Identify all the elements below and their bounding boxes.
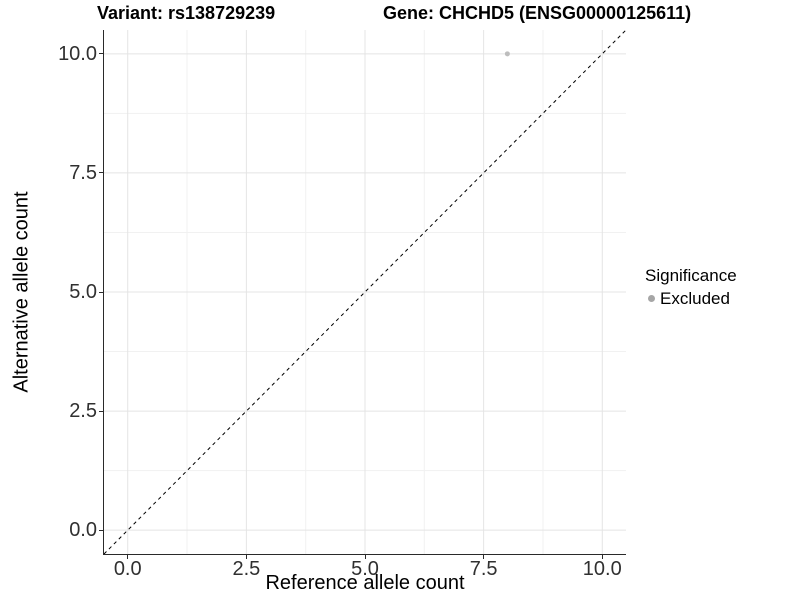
y-tick-label: 5.0 (69, 281, 97, 303)
x-tick-label: 5.0 (351, 558, 379, 580)
legend-entry-excluded: Excluded (645, 289, 737, 308)
x-tick-mark (127, 555, 129, 559)
legend-entry-label: Excluded (660, 289, 730, 308)
y-axis-line (103, 30, 104, 555)
x-tick-mark (601, 555, 603, 559)
x-tick-mark (483, 555, 485, 559)
plot-title-variant: Variant: rs138729239 (97, 3, 276, 23)
y-tick-label: 0.0 (69, 519, 97, 542)
legend: Significance Excluded (645, 266, 737, 308)
plot-title-gene: Gene: CHCHD5 (ENSG00000125611) (383, 3, 692, 23)
legend-title: Significance (645, 266, 737, 285)
identity-reference-line (104, 30, 626, 554)
x-tick-label: 0.0 (113, 558, 142, 580)
y-tick-mark (99, 410, 103, 412)
y-tick-mark (99, 291, 103, 293)
y-axis-title: Alternative allele count (10, 191, 33, 393)
x-tick-mark (245, 555, 247, 559)
legend-key-dot (648, 295, 655, 302)
x-tick-label: 2.5 (232, 558, 261, 580)
panel-canvas (104, 30, 626, 554)
x-axis-title: Reference allele count (265, 572, 465, 594)
y-tick-label: 10.0 (58, 42, 97, 65)
y-tick-mark (99, 172, 103, 174)
x-axis-line (103, 554, 626, 555)
y-tick-label: 2.5 (69, 400, 97, 423)
x-tick-mark (364, 555, 366, 559)
y-tick-mark (99, 529, 103, 531)
plot-panel (104, 30, 626, 554)
x-tick-label: 10.0 (582, 558, 622, 580)
y-tick-mark (99, 53, 103, 55)
data-point-excluded (504, 51, 510, 57)
x-tick-label: 7.5 (469, 558, 498, 580)
y-tick-label: 7.5 (69, 161, 97, 184)
